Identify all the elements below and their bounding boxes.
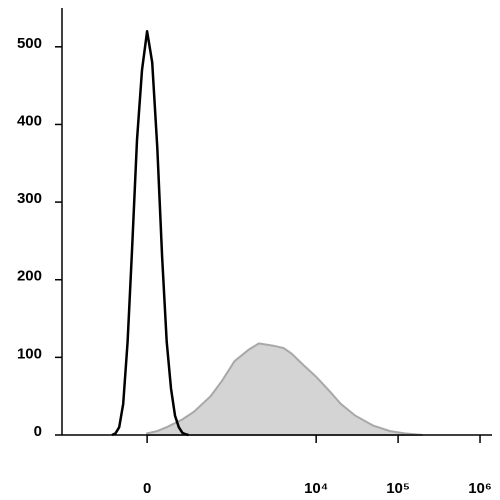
y-tick-label: 300 <box>17 190 42 207</box>
y-tick-label: 500 <box>17 35 42 52</box>
y-tick-label: 0 <box>34 423 42 440</box>
y-tick-label: 100 <box>17 345 42 362</box>
y-tick-label: 400 <box>17 112 42 129</box>
histogram-line <box>111 30 189 437</box>
x-tick-label: 10⁵ <box>386 480 410 497</box>
x-tick-label: 10⁴ <box>304 480 328 497</box>
y-tick-label: 200 <box>17 268 42 285</box>
x-tick-label: 0 <box>143 480 151 497</box>
x-tick-label: 10⁶ <box>468 480 492 497</box>
histogram-area <box>146 342 423 436</box>
